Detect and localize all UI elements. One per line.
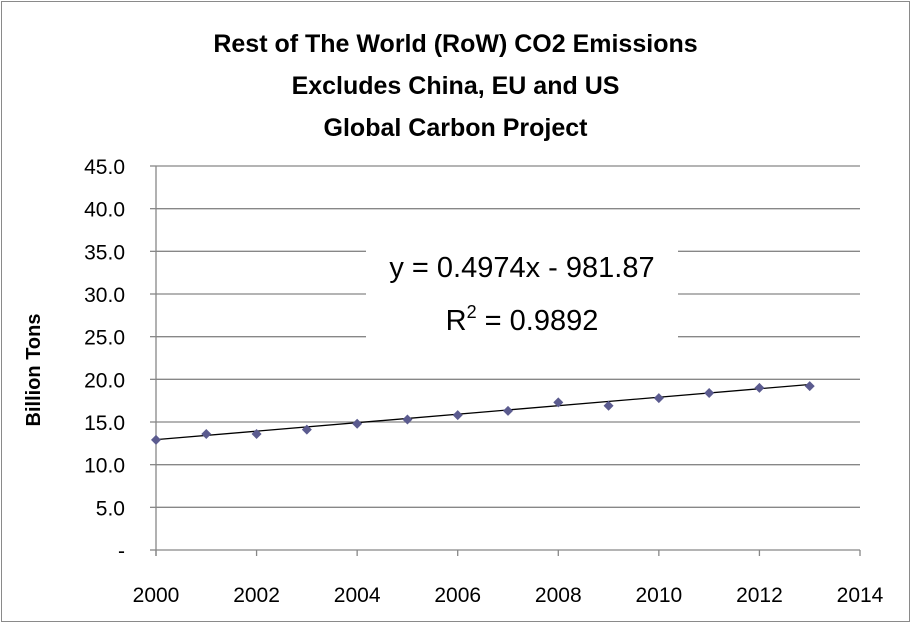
trendline-equation: y = 0.4974x - 981.87: [389, 252, 654, 284]
x-tick-label: 2008: [535, 584, 582, 607]
data-point: [653, 393, 664, 404]
x-tick-label: 2010: [635, 584, 682, 607]
y-tick-label: 20.0: [84, 369, 125, 392]
r2-label: R: [446, 305, 467, 337]
x-tick-label: 2002: [233, 584, 280, 607]
x-tick-label: 2014: [837, 584, 884, 607]
r2-value: = 0.9892: [477, 305, 599, 337]
data-point: [804, 381, 815, 392]
y-axis-label: Billion Tons: [23, 314, 45, 427]
x-tick-label: 2006: [434, 584, 481, 607]
chart-title-line-1: Rest of The World (RoW) CO2 Emissions: [213, 30, 698, 58]
x-tick-label: 2000: [133, 584, 180, 607]
y-tick-label: 35.0: [84, 241, 125, 264]
x-tick-label: 2004: [334, 584, 381, 607]
data-point: [352, 418, 363, 429]
r2-superscript: 2: [467, 302, 477, 322]
y-tick-label: 15.0: [84, 412, 125, 435]
data-point: [452, 410, 463, 421]
trendline-r2: R2 = 0.9892: [446, 302, 599, 337]
data-point: [201, 428, 212, 439]
data-point: [151, 434, 161, 445]
data-point: [754, 382, 765, 393]
data-point: [301, 424, 312, 435]
y-tick-label: -: [118, 540, 125, 563]
y-tick-label: 5.0: [96, 497, 125, 520]
data-point: [503, 405, 513, 416]
y-tick-label: 40.0: [84, 199, 125, 222]
chart-title-line-3: Global Carbon Project: [323, 114, 588, 142]
x-tick-label: 2012: [736, 584, 783, 607]
y-tick-label: 45.0: [84, 156, 125, 179]
y-tick-label: 30.0: [84, 284, 125, 307]
data-point: [704, 387, 715, 398]
data-point: [603, 400, 614, 411]
trendline: [155, 383, 810, 441]
data-point: [251, 428, 262, 439]
y-tick-label: 10.0: [84, 455, 125, 478]
data-point: [553, 397, 564, 408]
chart-title-line-2: Excludes China, EU and US: [291, 72, 620, 100]
y-tick-label: 25.0: [84, 327, 125, 350]
trendline-label-box: [366, 240, 678, 344]
data-point: [402, 414, 413, 425]
